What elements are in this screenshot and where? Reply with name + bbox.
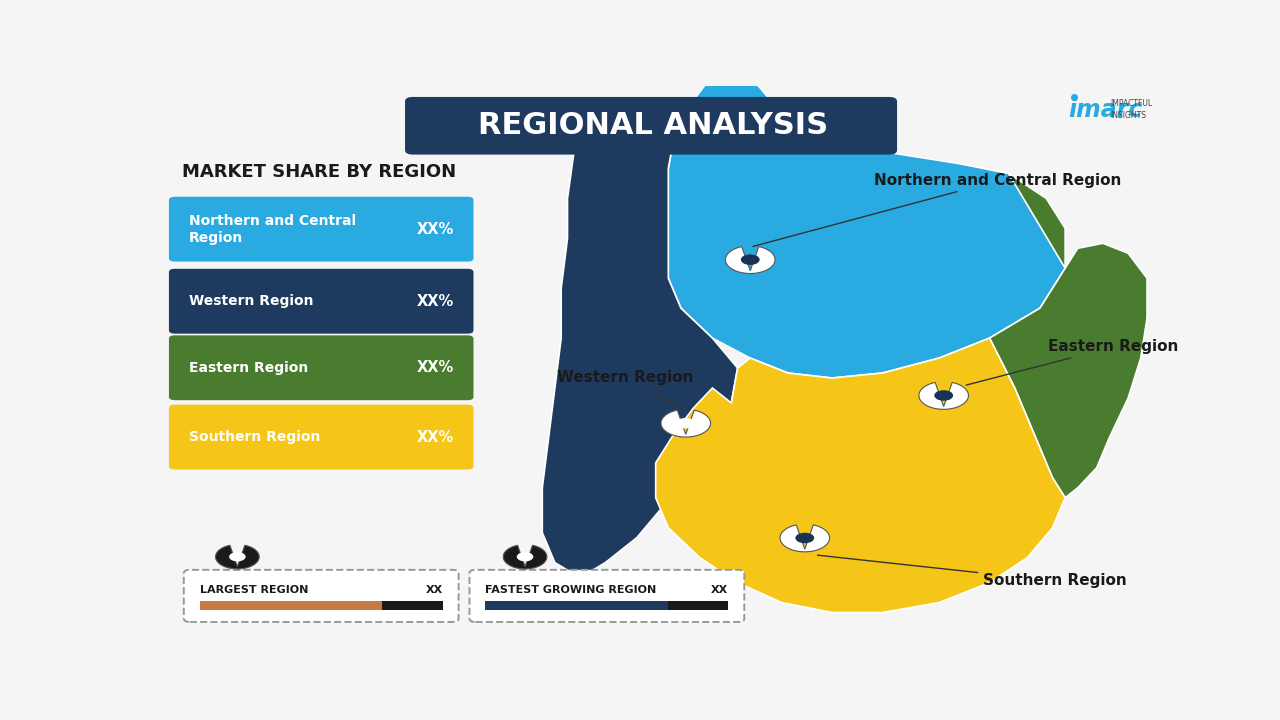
Text: XX%: XX% (416, 294, 453, 309)
Polygon shape (543, 133, 737, 577)
Circle shape (517, 552, 534, 562)
Text: Southern Region: Southern Region (188, 430, 320, 444)
Text: Eastern Region: Eastern Region (966, 339, 1178, 385)
Text: Northern and Central Region: Northern and Central Region (753, 173, 1121, 246)
Text: Northern and Central
Region: Northern and Central Region (188, 214, 356, 245)
FancyBboxPatch shape (381, 601, 443, 611)
Circle shape (741, 254, 759, 265)
Text: XX: XX (712, 585, 728, 595)
FancyBboxPatch shape (169, 269, 474, 333)
Text: XX%: XX% (416, 430, 453, 444)
Text: REGIONAL ANALYSIS: REGIONAL ANALYSIS (477, 111, 828, 140)
Polygon shape (655, 338, 1065, 613)
Text: LARGEST REGION: LARGEST REGION (200, 585, 308, 595)
Text: imarc: imarc (1069, 98, 1143, 122)
FancyBboxPatch shape (668, 601, 728, 611)
FancyBboxPatch shape (404, 97, 897, 155)
Circle shape (229, 552, 246, 562)
FancyBboxPatch shape (169, 405, 474, 469)
FancyBboxPatch shape (169, 197, 474, 261)
Text: XX: XX (425, 585, 443, 595)
Text: Eastern Region: Eastern Region (188, 361, 308, 374)
FancyBboxPatch shape (485, 601, 668, 611)
Polygon shape (668, 68, 1065, 378)
Polygon shape (215, 545, 259, 569)
FancyBboxPatch shape (200, 601, 381, 611)
Circle shape (795, 533, 814, 543)
FancyBboxPatch shape (470, 570, 744, 622)
Polygon shape (919, 382, 969, 410)
FancyBboxPatch shape (169, 336, 474, 400)
Text: XX%: XX% (416, 222, 453, 237)
FancyBboxPatch shape (184, 570, 458, 622)
Text: Southern Region: Southern Region (818, 555, 1128, 588)
Text: Western Region: Western Region (557, 370, 694, 410)
Polygon shape (660, 410, 710, 437)
Circle shape (676, 418, 695, 428)
Polygon shape (989, 174, 1147, 498)
Text: XX%: XX% (416, 360, 453, 375)
Polygon shape (780, 525, 829, 552)
Text: FASTEST GROWING REGION: FASTEST GROWING REGION (485, 585, 657, 595)
Polygon shape (503, 545, 547, 569)
Text: IMPACTFUL
INSIGHTS: IMPACTFUL INSIGHTS (1110, 99, 1152, 120)
Text: MARKET SHARE BY REGION: MARKET SHARE BY REGION (182, 163, 456, 181)
Polygon shape (726, 247, 774, 274)
Text: Western Region: Western Region (188, 294, 314, 308)
Circle shape (934, 390, 954, 401)
